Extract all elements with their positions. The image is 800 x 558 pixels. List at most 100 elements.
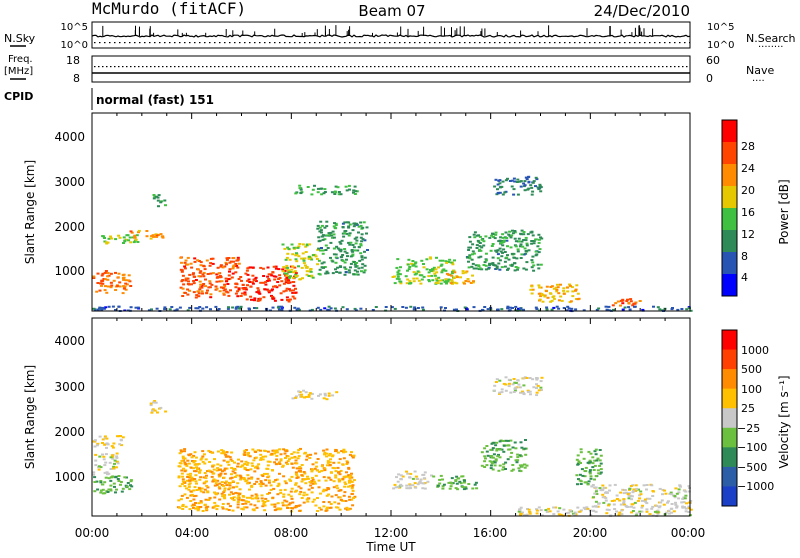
velocity-cell (332, 480, 336, 483)
velocity-cell (111, 456, 115, 458)
velocity-cell (351, 456, 355, 459)
nave-dot (334, 66, 336, 68)
nave-dot (486, 66, 488, 68)
power-cell (472, 233, 476, 236)
power-cell (129, 285, 133, 287)
velocity-cell (298, 493, 302, 496)
velocity-cell (191, 479, 195, 482)
power-cell (194, 296, 198, 299)
velocity-cell (474, 481, 478, 484)
power-cell (291, 291, 295, 294)
velocity-cell (129, 480, 133, 483)
power-cell (285, 274, 289, 277)
velocity-cell (208, 461, 212, 463)
power-cell (221, 287, 225, 289)
power-cell (316, 227, 320, 230)
velocity-cell (231, 509, 235, 512)
velocity-cell (194, 480, 198, 483)
velocity-cell (504, 461, 508, 464)
nave-dot (662, 66, 664, 68)
power-cell (357, 267, 361, 270)
velocity-cell (97, 468, 101, 471)
power-cell (501, 241, 505, 244)
power-cbar-swatch (722, 230, 737, 253)
velocity-cell (230, 473, 233, 476)
velocity-cell (337, 502, 341, 505)
power-cell (538, 248, 542, 251)
velocity-cell (228, 456, 232, 459)
nave-dot (390, 66, 392, 68)
velocity-cell (164, 410, 168, 413)
power-cell (489, 249, 493, 252)
power-cell (101, 306, 104, 309)
power-cell (186, 293, 190, 296)
velocity-cell (284, 504, 288, 507)
power-cell (201, 307, 205, 310)
velocity-cell (329, 471, 333, 474)
power-cell (343, 250, 347, 253)
velocity-cell (638, 497, 642, 500)
power-cell (414, 261, 418, 264)
power-cell (200, 290, 204, 293)
power-cell (508, 230, 512, 233)
velocity-cell (307, 395, 311, 398)
velocity-cell (245, 506, 249, 509)
velocity-cell (194, 463, 198, 466)
velocity-cell (112, 467, 115, 470)
power-cell (116, 276, 120, 279)
power-cell (445, 261, 449, 264)
power-cell (498, 247, 502, 250)
velocity-cell (239, 478, 243, 481)
velocity-cell (193, 478, 197, 480)
power-cell (324, 272, 328, 275)
velocity-cell (300, 464, 304, 466)
nave-dot (582, 66, 584, 68)
power-cell (478, 267, 482, 270)
velocity-cell (408, 476, 412, 479)
velocity-cell (399, 474, 403, 477)
velocity-cell (535, 387, 538, 389)
power-cell (334, 256, 338, 259)
velocity-cell (605, 508, 609, 511)
power-colorbar-label: Power [dB] (777, 179, 791, 244)
velocity-cell (588, 469, 592, 472)
velocity-cell (236, 482, 240, 485)
search-noise-dot (609, 42, 611, 44)
power-cell (467, 249, 471, 251)
power-cbar-tick-12: 12 (741, 228, 755, 241)
power-cell (197, 295, 201, 298)
velocity-cell (331, 466, 335, 469)
velocity-cell (259, 480, 263, 483)
search-noise-dot (339, 42, 341, 44)
power-cell (493, 185, 497, 188)
search-noise-dot (134, 42, 136, 44)
velocity-cell (183, 461, 187, 464)
power-cell (345, 189, 349, 192)
velocity-cell (520, 465, 524, 468)
power-cell (550, 308, 554, 311)
velocity-cell (212, 478, 216, 481)
power-cell (196, 259, 200, 262)
search-noise-dot (514, 42, 516, 44)
velocity-cell (595, 459, 599, 462)
search-noise-dot (589, 42, 591, 44)
velocity-cell (521, 511, 524, 514)
nave-dot (198, 66, 200, 68)
velocity-cell (573, 511, 577, 514)
power-cell (565, 309, 569, 312)
power-cell (156, 199, 160, 202)
power-cell (234, 286, 238, 289)
power-cell (336, 266, 340, 269)
velocity-cell (598, 459, 602, 462)
velocity-cell (213, 505, 217, 508)
velocity-cell (105, 446, 108, 449)
power-cell (513, 230, 517, 232)
velocity-cell (527, 508, 531, 511)
search-noise-dot (689, 42, 691, 44)
velocity-cell (226, 455, 230, 458)
velocity-cell (153, 400, 157, 402)
velocity-cell (483, 460, 487, 463)
power-cell (331, 230, 335, 233)
velocity-cell (257, 463, 261, 466)
power-cell (472, 306, 476, 309)
